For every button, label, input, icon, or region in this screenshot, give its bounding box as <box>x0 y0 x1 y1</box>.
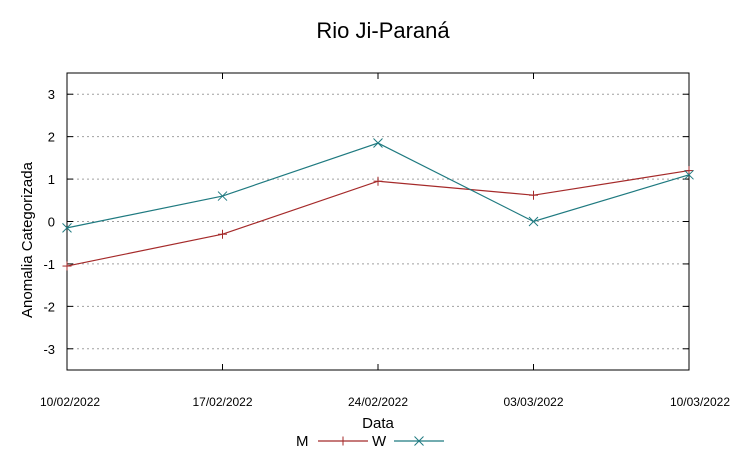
x-axis: 10/02/2022 17/02/2022 24/02/2022 03/03/2022… <box>40 73 730 409</box>
y-tick-label: 3 <box>48 87 55 102</box>
y-axis-label: Anomalia Categorizada <box>19 161 36 318</box>
y-tick-label: 2 <box>48 130 55 145</box>
data-point-m <box>529 190 538 200</box>
x-axis-label: Data <box>362 415 394 432</box>
legend-label-m: M <box>296 433 309 450</box>
x-tick-label: 03/03/2022 <box>503 395 563 409</box>
data-point-m <box>62 261 72 271</box>
legend-marker-m <box>338 436 348 446</box>
x-tick-label: 10/02/2022 <box>40 395 100 409</box>
data-point-w <box>62 223 72 233</box>
x-tick-label: 10/03/2022 <box>670 395 730 409</box>
y-tick-label: 1 <box>48 172 55 187</box>
legend-marker-w <box>414 436 424 446</box>
data-point-w <box>684 169 694 180</box>
data-point-w <box>217 191 228 201</box>
y-tick-label: 0 <box>48 215 55 230</box>
y-axis: 3 2 1 0 -1 -2 -3 <box>43 87 689 357</box>
x-tick-label: 17/02/2022 <box>192 395 252 409</box>
data-point-m <box>373 176 383 186</box>
y-tick-label: -1 <box>43 257 55 272</box>
legend-label-w: W <box>372 433 387 450</box>
series <box>62 138 694 271</box>
chart-title: Rio Ji-Paraná <box>316 18 450 43</box>
data-point-w <box>373 138 383 148</box>
data-point-w <box>528 216 539 227</box>
grid <box>67 93 689 350</box>
data-point-m <box>684 166 694 176</box>
y-tick-label: -3 <box>43 342 55 357</box>
x-tick-label: 24/02/2022 <box>348 395 408 409</box>
data-point-m <box>218 229 227 239</box>
y-tick-label: -2 <box>43 299 55 314</box>
